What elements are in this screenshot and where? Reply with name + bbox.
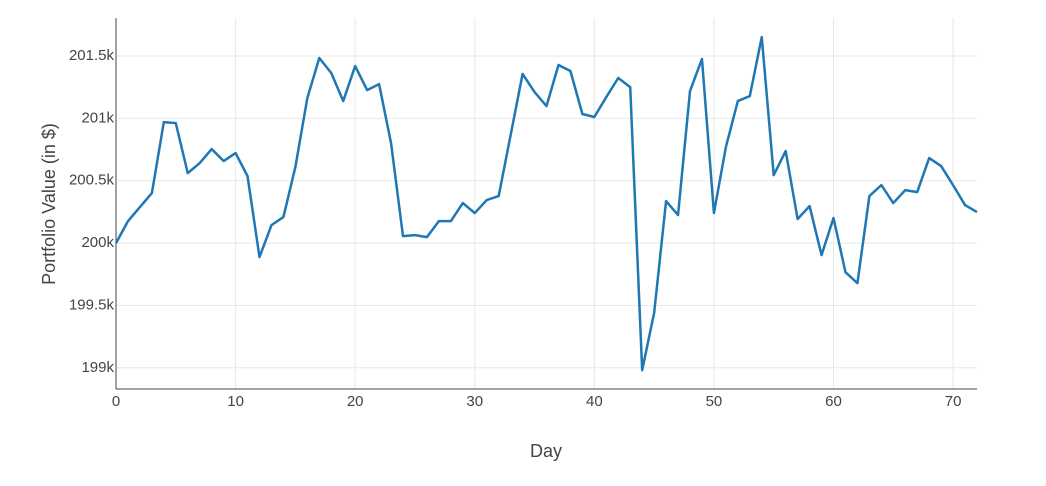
y-tick-label: 199.5k <box>69 296 115 313</box>
x-tick-label: 30 <box>466 393 483 410</box>
x-tick-label: 10 <box>227 393 244 410</box>
x-tick-label: 0 <box>112 393 120 410</box>
line-series <box>114 35 978 372</box>
y-tick-label: 201k <box>81 109 114 126</box>
x-tick-label: 20 <box>347 393 364 410</box>
x-tick-label: 60 <box>825 393 842 410</box>
y-tick-label: 200.5k <box>69 172 115 189</box>
x-tick-label: 70 <box>945 393 962 410</box>
x-tick-label: 50 <box>706 393 723 410</box>
y-axis-title: Portfolio Value (in $) <box>39 123 59 285</box>
y-tick-label: 200k <box>81 234 114 251</box>
y-tick-label: 201.5k <box>69 47 115 64</box>
y-tick-label: 199k <box>81 359 114 376</box>
x-tick-label: 40 <box>586 393 603 410</box>
x-axis-title: Day <box>530 441 562 461</box>
